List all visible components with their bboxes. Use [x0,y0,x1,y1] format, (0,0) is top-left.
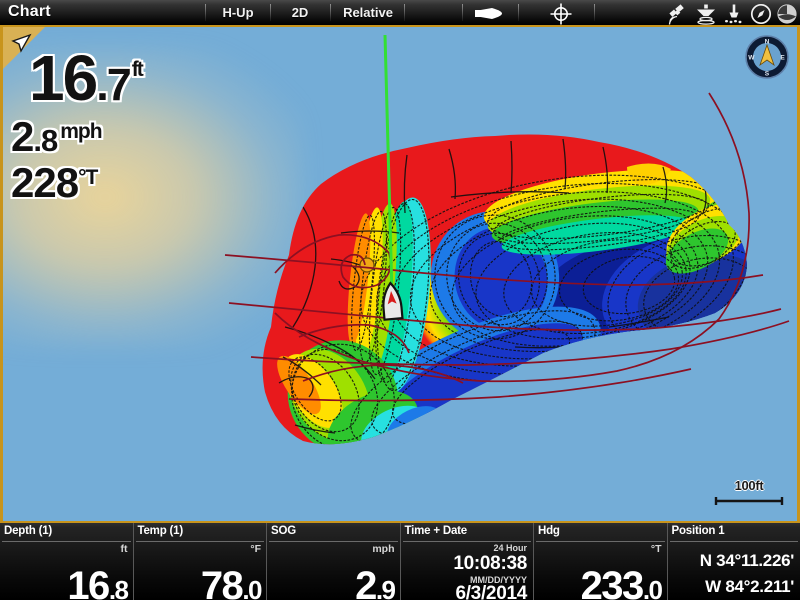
scale-bar: 100ft [713,478,785,511]
latitude-value: N 34°11.226' [699,551,795,570]
top-status-bar: Chart H-Up 2D Relative [0,0,800,27]
bottom-data-bar: Depth (1) ft 16.8 Temp (1) °F 78.0 SOG m… [0,521,800,600]
compass-label-w: W [748,54,755,61]
divider [536,541,665,542]
data-cell-hdg-unit: °T [650,543,662,555]
sonar-transducer-icon[interactable] [695,3,717,30]
speed-overlay-value: 2 [11,113,34,160]
data-cell-hdg-header: Hdg [538,525,560,537]
data-cell-position[interactable]: Position 1 N 34°11.226' W 84°2.211' [668,523,800,600]
temp-int: 78 [200,564,244,600]
data-cell-sog[interactable]: SOG mph 2.9 [267,523,401,600]
data-cell-position-header: Position 1 [671,525,725,537]
divider [205,4,206,21]
depth-overlay-unit: ft [131,58,144,81]
divider [404,4,405,21]
compass-icon[interactable] [750,3,772,30]
depth-overlay-decimal: .7 [96,59,132,110]
compass-label-e: E [780,54,785,61]
speed-overlay-unit: mph [60,120,102,143]
divider [462,4,463,21]
date-format-label: MM/DD/YYYY [469,575,527,585]
data-cell-time-date[interactable]: Time + Date 24 Hour 10:08:38 MM/DD/YYYY … [401,523,534,600]
depth-overlay-value: 16 [29,42,98,114]
data-cell-temp-value: 78.0 [200,564,263,600]
data-cell-sog-header: SOG [271,525,296,537]
depth-sounder-icon[interactable] [723,3,745,30]
divider [330,4,331,21]
data-cell-temp-unit: °F [250,543,261,555]
chart-map-canvas[interactable]: 16.7ft 2.8 mph 228°T N E S W 100ft [0,27,800,521]
data-cell-depth-unit: ft [120,543,128,555]
motion-mode[interactable]: Relative [343,5,393,20]
data-cell-depth[interactable]: Depth (1) ft 16.8 [0,523,134,600]
data-cell-time-date-header: Time + Date [404,525,468,537]
hdg-dec: .0 [642,575,663,600]
page-title: Chart [8,3,51,20]
date-value: 6/3/2014 [455,583,527,600]
scale-bar-ruler [714,497,784,505]
bathymetry-layer [224,34,790,445]
sog-int: 2 [355,564,377,600]
time-value: 10:08:38 [453,553,527,574]
data-cell-sog-value: 2.9 [355,564,396,600]
compass-rose-icon[interactable]: N E S W [745,35,789,79]
cursor-corner-badge [3,27,45,69]
compass-label-s: S [765,71,770,78]
data-cell-depth-value: 16.8 [67,564,129,600]
data-cell-hdg[interactable]: Hdg °T 233.0 [534,523,668,600]
boat-icon[interactable] [472,3,504,29]
depth-shading [262,134,747,445]
divider [669,541,798,542]
waypoint-icon [359,257,375,273]
hdg-int: 233 [580,564,645,600]
heading-line [383,34,394,296]
view-mode[interactable]: 2D [291,5,309,20]
track-lines [224,92,790,402]
orientation-mode[interactable]: H-Up [222,5,254,20]
divider [402,541,531,542]
divider [270,4,271,21]
own-boat-icon [382,281,404,321]
data-cell-temp-header: Temp (1) [137,525,184,537]
divider [135,541,264,542]
crosshair-target-icon[interactable] [550,3,572,30]
depth-dec: .8 [108,575,129,600]
speed-overlay: 2.8 mph [11,113,103,161]
shallow-haze [3,47,303,347]
data-cell-hdg-value: 233.0 [580,564,663,600]
divider [269,541,398,542]
data-cell-sog-unit: mph [372,543,395,555]
divider [518,4,519,21]
heading-overlay-unit: °T [78,166,98,189]
compass-label-n: N [765,38,770,45]
divider [594,4,595,21]
heading-overlay: 228°T [11,159,98,207]
heading-overlay-value: 228 [11,159,79,206]
chart-card-icon[interactable] [776,3,798,30]
sog-dec: .9 [375,575,396,600]
depth-overlay: 16.7ft [29,41,144,115]
longitude-value: W 84°2.211' [705,577,794,596]
scale-bar-label: 100ft [734,478,764,493]
time-format-label: 24 Hour [493,543,527,553]
cursor-arrow-icon [11,33,32,53]
data-cell-depth-header: Depth (1) [4,525,53,537]
speed-overlay-decimal: .8 [33,123,58,158]
satellite-gps-icon[interactable] [667,3,689,30]
data-cell-temp[interactable]: Temp (1) °F 78.0 [134,523,267,600]
temp-dec: .0 [242,575,262,600]
depth-int: 16 [67,564,110,600]
divider [2,541,131,542]
